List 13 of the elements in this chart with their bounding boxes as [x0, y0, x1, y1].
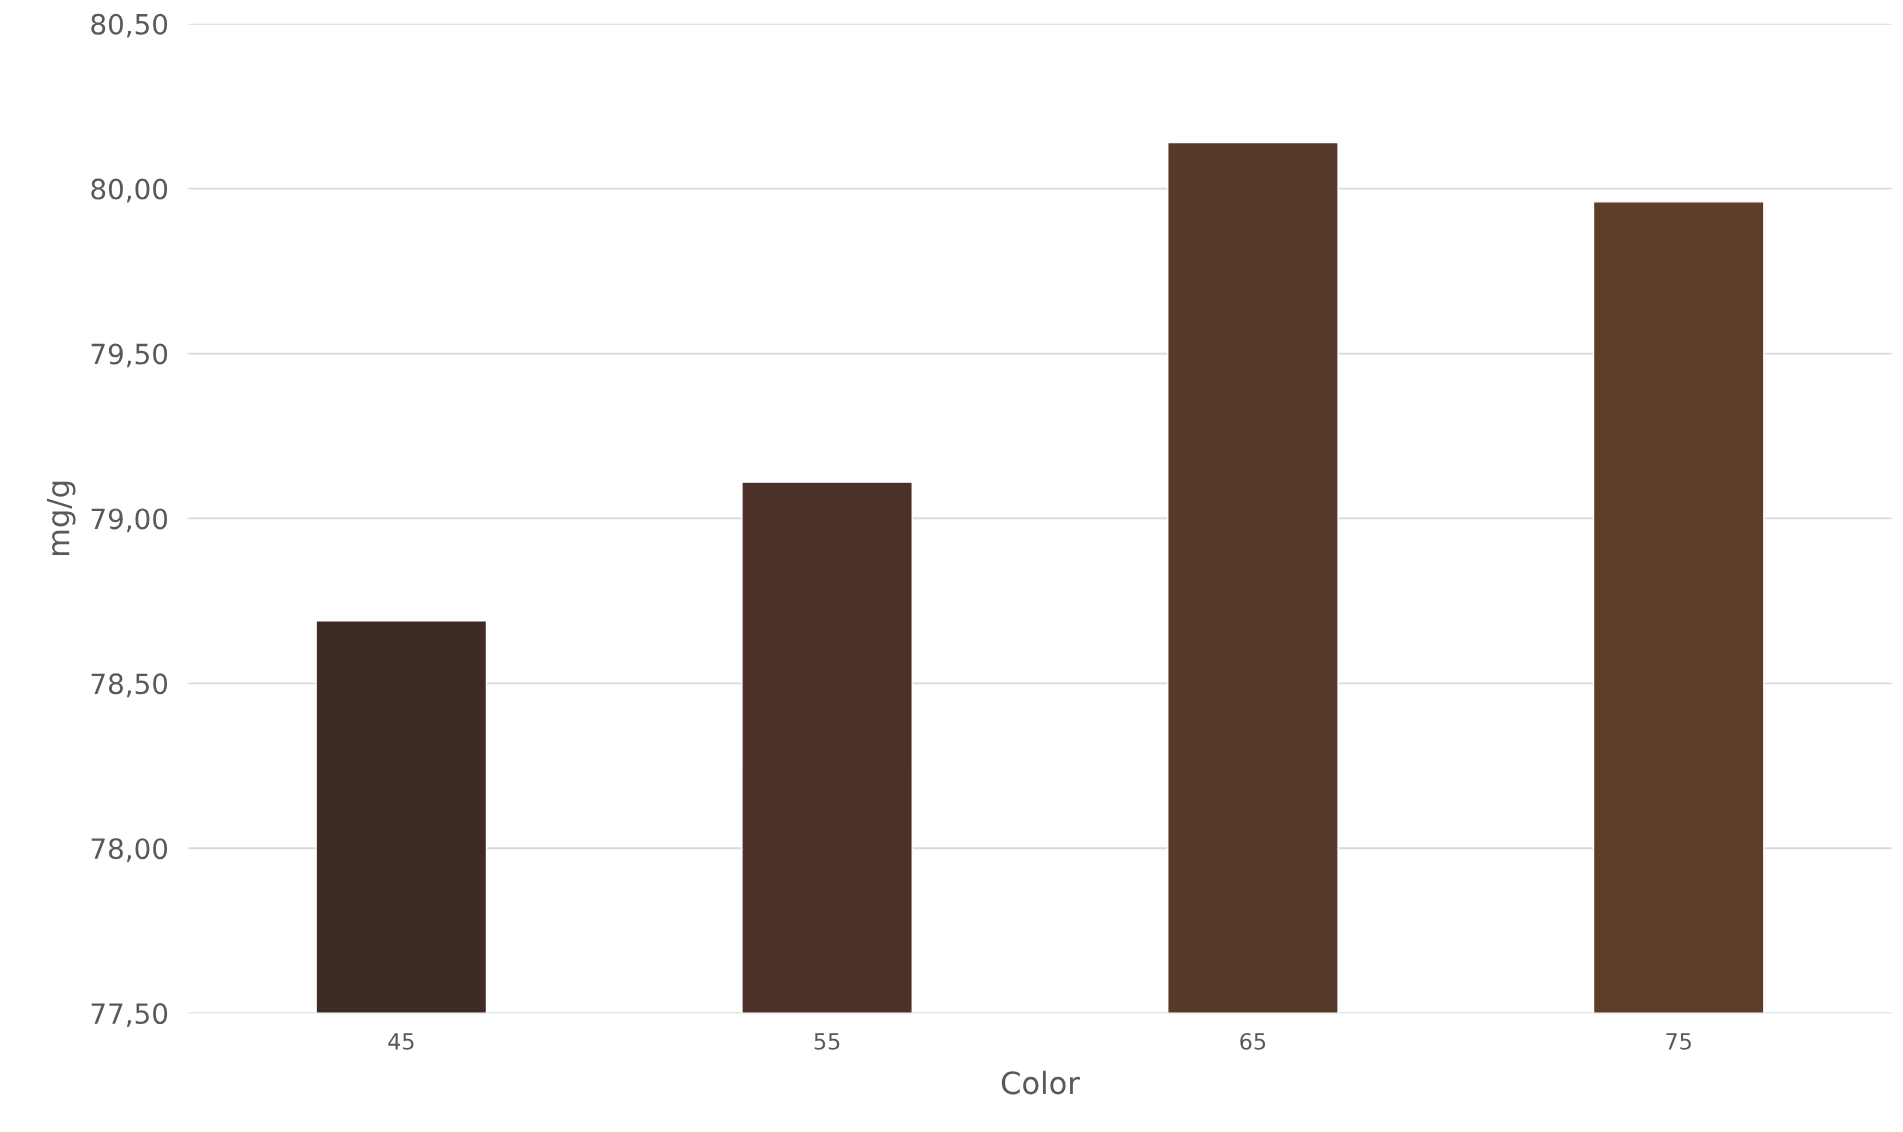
- y-tick-label: 80,00: [91, 178, 168, 203]
- y-tick-label: 77,50: [91, 1003, 168, 1027]
- y-tick-label: 79,00: [91, 508, 168, 533]
- y-axis-title: mg/g: [46, 481, 76, 556]
- x-tick-label: 45: [388, 1033, 414, 1050]
- y-tick-label: 78,50: [91, 673, 168, 698]
- y-tick-label: 80,50: [91, 13, 168, 38]
- x-axis-title: Color: [1001, 1070, 1080, 1095]
- x-tick-label: 65: [1240, 1032, 1266, 1050]
- x-tick-label: 55: [814, 1033, 840, 1050]
- y-tick-label: 78,00: [91, 838, 168, 863]
- x-tick-label: 75: [1666, 1033, 1691, 1050]
- y-tick-label: 79,50: [91, 343, 168, 368]
